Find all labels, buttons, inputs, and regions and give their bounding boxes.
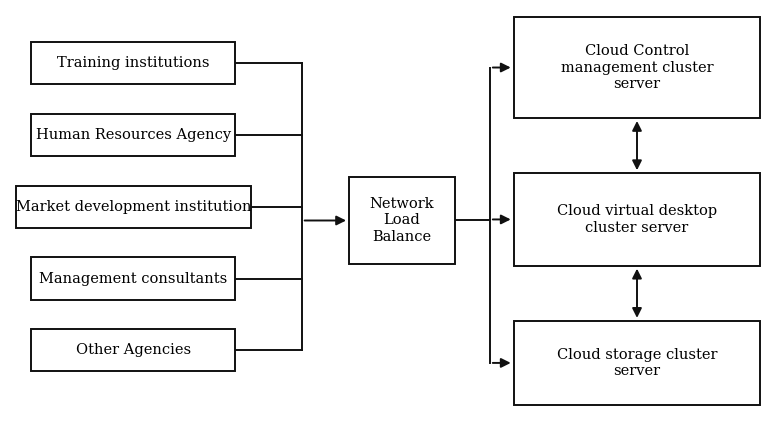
- Text: Market development institution: Market development institution: [16, 200, 251, 214]
- Text: Other Agencies: Other Agencies: [76, 343, 191, 357]
- Text: Training institutions: Training institutions: [57, 56, 209, 70]
- FancyBboxPatch shape: [514, 321, 760, 405]
- Text: Human Resources Agency: Human Resources Agency: [36, 128, 230, 142]
- FancyBboxPatch shape: [16, 186, 251, 228]
- FancyBboxPatch shape: [514, 17, 760, 118]
- Text: Cloud storage cluster
server: Cloud storage cluster server: [557, 348, 717, 378]
- Text: Cloud Control
management cluster
server: Cloud Control management cluster server: [561, 44, 713, 91]
- FancyBboxPatch shape: [31, 42, 235, 84]
- FancyBboxPatch shape: [514, 173, 760, 266]
- Text: Cloud virtual desktop
cluster server: Cloud virtual desktop cluster server: [557, 204, 717, 235]
- FancyBboxPatch shape: [31, 329, 235, 371]
- Text: Management consultants: Management consultants: [39, 271, 227, 286]
- FancyBboxPatch shape: [349, 177, 455, 264]
- FancyBboxPatch shape: [31, 257, 235, 300]
- Text: Network
Load
Balance: Network Load Balance: [369, 197, 434, 243]
- FancyBboxPatch shape: [31, 114, 235, 156]
